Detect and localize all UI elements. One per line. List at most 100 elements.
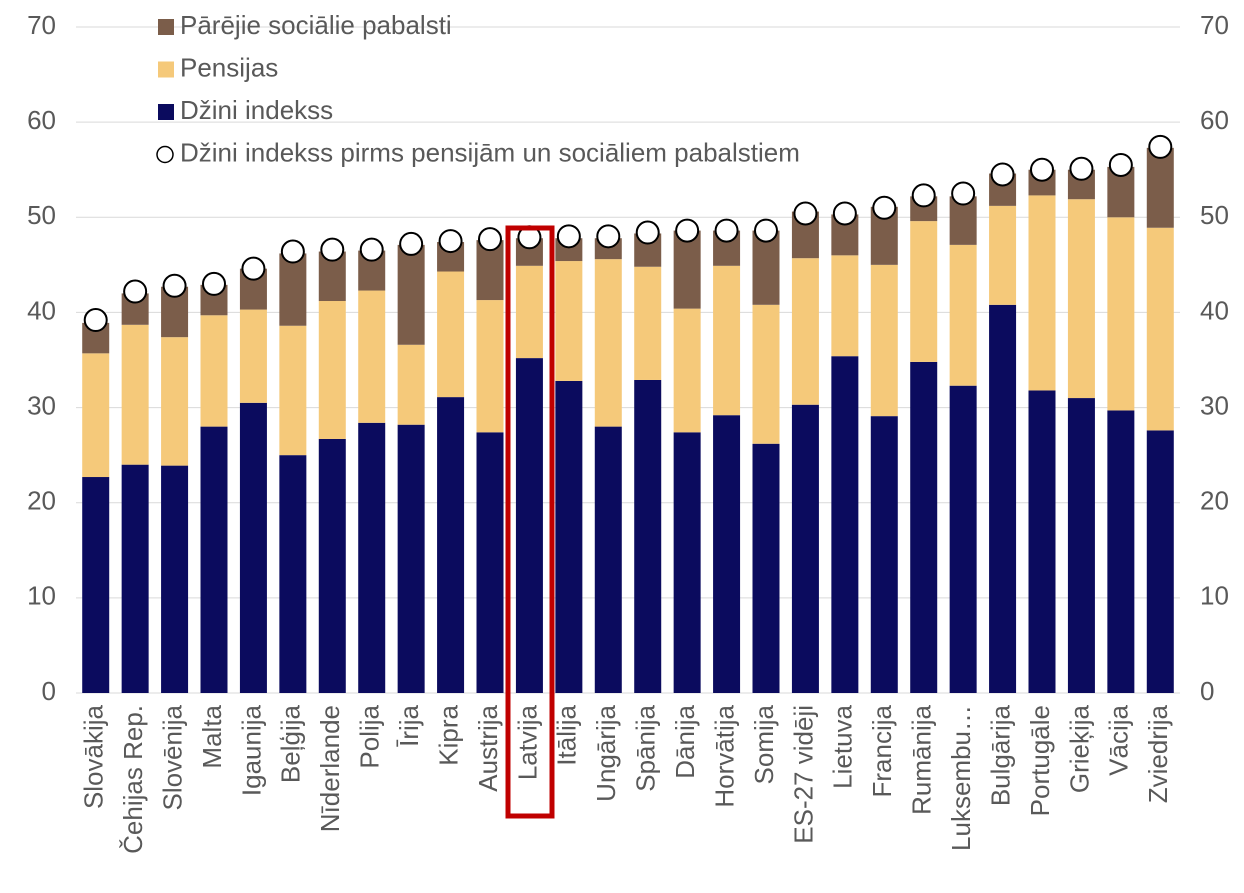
bar-segment (82, 477, 110, 693)
x-tick-label: Ungārija (591, 704, 621, 801)
y2-tick-label: 40 (1200, 295, 1229, 325)
bar-segment (279, 455, 307, 693)
x-tick-label: Somija (749, 704, 779, 784)
marker (951, 181, 976, 206)
y-tick-label: 30 (27, 390, 56, 420)
bar-segment (1028, 390, 1056, 693)
x-tick-label: Portugāle (1025, 705, 1055, 816)
x-tick-label: Grieķija (1064, 704, 1094, 793)
legend-marker (156, 145, 174, 164)
x-tick-label: Luksembu… (946, 705, 976, 851)
bar-segment (437, 397, 465, 693)
x-tick-label: Slovēnija (157, 704, 187, 810)
bar-segment (476, 432, 504, 693)
x-tick-label: Itālija (552, 704, 582, 765)
marker (1069, 156, 1094, 181)
bar-segment (358, 422, 386, 693)
legend-label: Pensijas (180, 52, 278, 82)
marker (596, 224, 621, 249)
marker (280, 239, 305, 264)
marker (359, 237, 384, 262)
bar-segment (989, 304, 1017, 693)
bar-segment (239, 309, 267, 403)
bar-segment (713, 415, 741, 693)
bar-segment (318, 438, 346, 693)
bar-segment (594, 426, 622, 693)
marker (990, 162, 1015, 187)
bar-segment (476, 300, 504, 433)
marker (123, 279, 148, 304)
x-tick-label: Nīderlande (315, 705, 345, 832)
marker (1148, 134, 1173, 159)
marker (675, 218, 700, 243)
bar-segment (673, 432, 701, 693)
highlight-box (505, 225, 555, 819)
x-tick-label: Dānija (670, 704, 700, 778)
bar-segment (279, 325, 307, 456)
y-tick-label: 10 (27, 581, 56, 611)
bar-segment (989, 205, 1017, 305)
marker (1030, 157, 1054, 182)
bar-segment (752, 304, 780, 444)
marker (320, 237, 345, 262)
x-tick-label: Bulgārija (985, 704, 1015, 806)
bar-segment (1028, 195, 1056, 391)
bar-segment (791, 404, 819, 693)
bar-segment (949, 244, 977, 386)
x-tick-label: Beļģija (276, 704, 306, 783)
legend-label: Pārējie sociālie pabalsti (180, 10, 452, 40)
bars (82, 147, 1174, 693)
y-tick-label: 0 (42, 676, 56, 706)
bar-segment (397, 244, 425, 345)
bar-segment (752, 230, 780, 305)
bar-segment (910, 361, 938, 693)
marker (202, 271, 226, 296)
bar-segment (397, 424, 425, 693)
legend-swatch (158, 61, 174, 78)
bar-segment (161, 337, 189, 466)
y2-tick-label: 10 (1200, 581, 1229, 611)
bar-segment (515, 265, 543, 359)
bar-segment (949, 385, 977, 693)
bar-segment (1107, 217, 1135, 411)
y-tick-label: 40 (27, 295, 56, 325)
x-tick-label: Polija (355, 704, 385, 768)
x-tick-label: Čehijas Rep. (118, 705, 148, 854)
x-tick-label: Zviedrija (1143, 704, 1173, 803)
bar-segment (397, 344, 425, 425)
x-tick-label: Kipra (433, 704, 463, 765)
bar-segment (1067, 199, 1095, 399)
bar-segment (673, 230, 701, 309)
marker (872, 195, 897, 220)
bar-segment (555, 380, 583, 693)
bar-segment (1146, 147, 1174, 228)
bar-segment (279, 253, 307, 326)
marker (83, 308, 108, 333)
x-tick-label: Austrija (473, 704, 503, 791)
x-tick-label: Spānija (631, 704, 661, 791)
x-tick-label: Lietuva (828, 704, 858, 788)
bar-segment (752, 443, 780, 693)
marker (399, 231, 424, 256)
bar-segment (713, 265, 741, 416)
bar-segment (437, 271, 465, 398)
y2-tick-label: 20 (1200, 486, 1229, 516)
y2-tick-label: 0 (1200, 676, 1214, 706)
bar-segment (870, 416, 898, 693)
x-tick-label: Vācija (1104, 704, 1134, 775)
bar-segment (200, 315, 228, 427)
marker (438, 229, 463, 254)
bar-segment (555, 261, 583, 381)
bar-segment (791, 258, 819, 405)
marker (1108, 152, 1133, 177)
x-tick-label: Malta (197, 704, 227, 768)
y2-tick-label: 50 (1200, 200, 1229, 230)
marker (832, 201, 857, 226)
x-tick-label: Horvātija (709, 704, 739, 807)
bar-segment (318, 301, 346, 439)
marker (162, 273, 187, 298)
bar-segment (831, 356, 859, 693)
x-tick-label: Slovākija (79, 704, 109, 809)
marker (478, 227, 502, 252)
